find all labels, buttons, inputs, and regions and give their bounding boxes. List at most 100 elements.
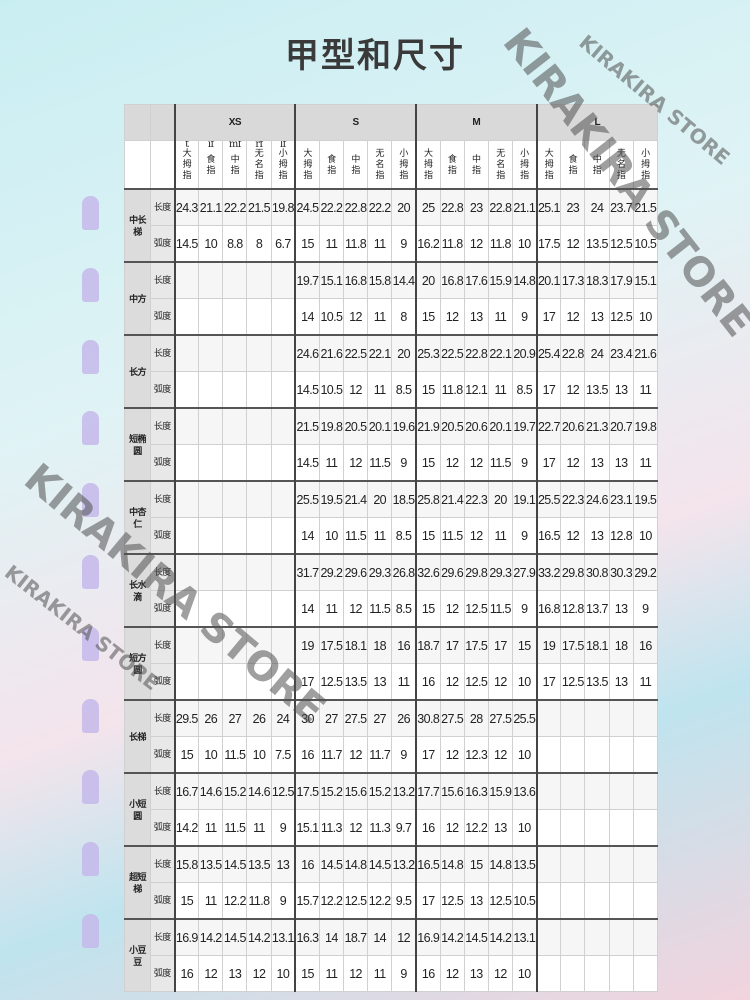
size-value: 11	[198, 882, 224, 920]
size-value	[270, 371, 296, 409]
size-value: 19.1	[511, 480, 538, 518]
size-value: 10.5	[632, 225, 659, 263]
size-value: 14.5	[294, 444, 320, 482]
size-value: 12	[342, 955, 369, 992]
size-value: 15.2	[222, 772, 248, 810]
size-value: 24.6	[294, 334, 320, 372]
size-value: 8	[391, 298, 417, 336]
size-value: 20	[391, 188, 417, 226]
size-value: 19.6	[391, 407, 417, 445]
size-value: 18	[367, 626, 393, 664]
size-value: 19.7	[511, 407, 538, 445]
size-value: 12	[463, 517, 489, 555]
size-value: 12.2	[367, 882, 393, 920]
size-value	[270, 334, 296, 372]
size-value: 13.2	[391, 845, 417, 883]
size-value: 22.2	[222, 188, 248, 226]
size-value	[584, 882, 610, 920]
size-value: 25.5	[535, 480, 562, 518]
size-value: 22.3	[463, 480, 489, 518]
size-value: 10	[632, 517, 659, 555]
size-value: 7.5	[270, 736, 296, 774]
size-value: 16.9	[173, 918, 200, 956]
finger-header: 食指	[318, 140, 344, 190]
finger-label: 中指	[592, 153, 602, 175]
size-value	[560, 845, 586, 883]
size-value: 12.3	[463, 736, 489, 774]
finger-header: 中指	[342, 140, 369, 190]
finger-header: 无名指	[487, 140, 513, 190]
size-value: 13.1	[511, 918, 538, 956]
size-value: 11	[391, 663, 417, 701]
size-value: 14.2	[246, 918, 272, 956]
size-value: 22.2	[318, 188, 344, 226]
size-value: 26.8	[391, 553, 417, 591]
size-value: 18.7	[414, 626, 441, 664]
size-value: 16.8	[439, 261, 465, 299]
size-value	[222, 626, 248, 664]
size-value: 22.8	[560, 334, 586, 372]
size-value: 15	[414, 298, 441, 336]
size-value: 14.2	[439, 918, 465, 956]
size-value: 12	[342, 298, 369, 336]
finger-label: 小拇指	[520, 148, 529, 180]
size-value	[608, 699, 634, 737]
size-value: 24	[270, 699, 296, 737]
size-value: 10.5	[318, 298, 344, 336]
size-value: 21.6	[632, 334, 659, 372]
size-value: 22.7	[535, 407, 562, 445]
size-value: 11	[367, 371, 393, 409]
size-value: 11.5	[367, 444, 393, 482]
size-value	[584, 955, 610, 992]
size-value: 18.3	[584, 261, 610, 299]
size-value	[246, 334, 272, 372]
size-value: 12	[198, 955, 224, 992]
size-value: 14.5	[222, 845, 248, 883]
size-value: 12.5	[439, 882, 465, 920]
size-value: 12	[391, 918, 417, 956]
size-value: 17.5	[560, 626, 586, 664]
size-value: 29.2	[632, 553, 659, 591]
finger-header: 食指 if	[198, 140, 224, 190]
size-value: 27	[222, 699, 248, 737]
finger-label: 无名指	[254, 148, 264, 180]
size-value: 13	[463, 298, 489, 336]
size-value	[560, 736, 586, 774]
finger-header: 无名指	[367, 140, 393, 190]
size-value: 13	[222, 955, 248, 992]
size-value: 23.1	[608, 480, 634, 518]
size-value: 24	[584, 188, 610, 226]
size-value: 13.5	[511, 845, 538, 883]
size-value: 20	[391, 334, 417, 372]
size-value	[246, 663, 272, 701]
size-value: 20.7	[608, 407, 634, 445]
size-value: 14.8	[487, 845, 513, 883]
size-value: 15	[173, 736, 200, 774]
finger-label: 中指	[351, 153, 360, 175]
size-value: 12	[342, 371, 369, 409]
table-row: 弧度 14.5 11 12 11.5 9 15 12 12 11.5 9 17 12 13 13 11	[125, 444, 659, 482]
size-value: 17	[414, 736, 441, 774]
size-value: 10.5	[511, 882, 538, 920]
size-value: 16	[391, 626, 417, 664]
table-row: 弧度 14 10.5 12 11 8 15 12 13 11 9 17 12 13 12.5 10	[125, 298, 659, 336]
size-value: 13	[367, 663, 393, 701]
finger-label: 无名指	[496, 148, 505, 180]
size-value: 13	[584, 444, 610, 482]
measure-label: 长度	[150, 261, 175, 299]
size-value: 12	[439, 663, 465, 701]
size-value: 15.9	[487, 261, 513, 299]
size-value: 15	[511, 626, 538, 664]
size-value: 9	[391, 225, 417, 263]
size-value: 10	[511, 225, 538, 263]
finger-header: 小拇指	[511, 140, 538, 190]
size-value: 11.3	[367, 809, 393, 847]
table-row: 小短圆 长度 16.7 14.6 15.2 14.6 12.5 17.5 15.2 15.6 15.…	[124, 772, 659, 847]
size-value	[560, 772, 586, 810]
size-value	[246, 517, 272, 555]
size-value: 11	[318, 590, 344, 628]
size-value: 14	[318, 918, 344, 956]
size-value: 24.6	[584, 480, 610, 518]
size-value: 8	[246, 225, 272, 263]
size-value: 25.5	[294, 480, 320, 518]
